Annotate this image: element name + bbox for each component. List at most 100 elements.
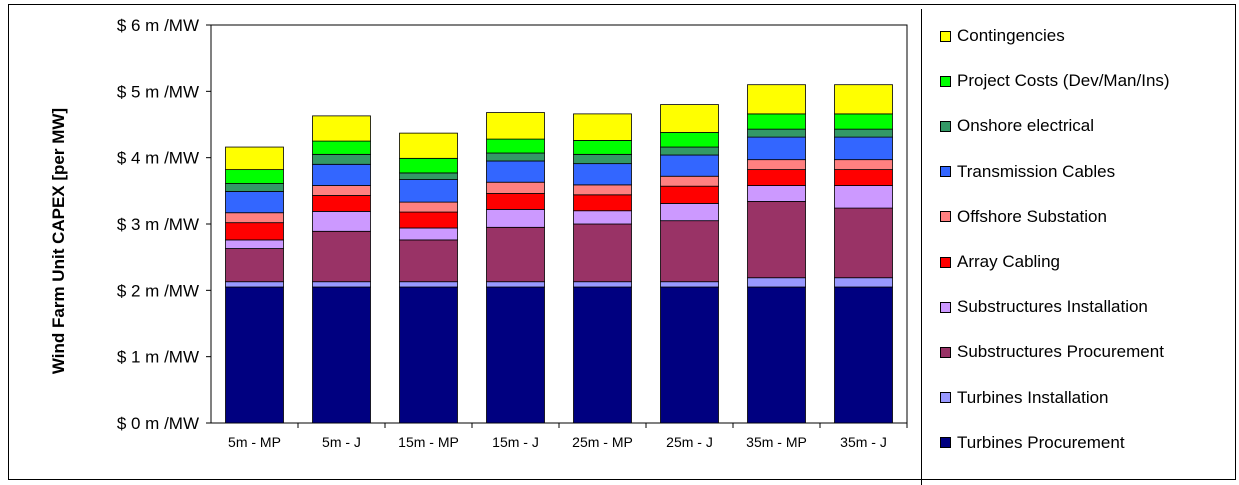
bar-segment [486, 226, 545, 283]
bar-segment [225, 212, 284, 224]
legend-item: Contingencies [940, 26, 1065, 46]
bar-segment [399, 172, 458, 180]
legend: Contingencies Project Costs (Dev/Man/Ins)… [921, 9, 1239, 485]
legend-swatch [940, 75, 951, 87]
bar-segment [573, 113, 632, 141]
legend-label: Turbines Procurement [957, 432, 1125, 452]
legend-item: Substructures Procurement [940, 342, 1164, 362]
chart-plot: $ 0 m /MW $ 1 m /MW $ 2 m /MW $ 3 m /MW $ 4 … [117, 16, 908, 450]
bar-segment [486, 112, 545, 140]
bar-segment [660, 175, 719, 187]
legend-swatch [940, 30, 951, 42]
bar-segment [225, 239, 284, 249]
legend-swatch [940, 166, 951, 178]
bar-segment [573, 140, 632, 155]
bar-segment [399, 157, 458, 174]
chart-frame: $ 0 m /MW $ 1 m /MW $ 2 m /MW $ 3 m /MW $ 4 … [8, 4, 1236, 485]
bar-segment [486, 152, 545, 162]
legend-label: Contingencies [957, 26, 1065, 45]
legend-label: Offshore Substation [957, 206, 1107, 226]
bar-segment [573, 210, 632, 225]
legend-label: Substructures Installation [957, 297, 1148, 317]
bar-segment [660, 154, 719, 177]
bar-segment [225, 183, 284, 192]
legend-item: Project Costs (Dev/Man/Ins) [940, 71, 1170, 91]
bar-segment [312, 286, 371, 424]
bar-segment [312, 140, 371, 155]
legend-item: Onshore electrical [940, 116, 1094, 136]
y-tick-label: $ 0 m /MW [117, 414, 199, 433]
x-tick-label: 25m - MP [572, 434, 633, 450]
bar-segment [486, 160, 545, 183]
y-tick-label: $ 5 m /MW [117, 82, 199, 101]
bar-segment [225, 286, 284, 424]
bar-segment [747, 84, 806, 115]
bar-segment [660, 281, 719, 288]
bar-segment [573, 281, 632, 288]
bar-segment [399, 286, 458, 424]
y-tick-label: $ 2 m /MW [117, 281, 199, 300]
bar-segment [486, 138, 545, 154]
bar-segment [834, 277, 893, 288]
legend-swatch [940, 256, 951, 268]
legend-item: Transmission Cables [940, 162, 1115, 182]
bar-segment [225, 281, 284, 288]
legend-item: Offshore Substation [940, 207, 1107, 227]
legend-label: Onshore electrical [957, 116, 1095, 136]
bar-segment [573, 223, 632, 283]
legend-item: Substructures Installation [940, 297, 1148, 317]
bar-segment [312, 185, 371, 196]
x-tick-label: 25m - J [666, 434, 713, 450]
bar-segment [225, 169, 284, 184]
bar-segment [747, 113, 806, 130]
bar-segment [834, 128, 893, 138]
bar-segment [486, 209, 545, 228]
bar-segment [834, 84, 893, 115]
bar-segment [660, 220, 719, 283]
x-tick-label: 15m - J [492, 434, 539, 450]
bar-segment [660, 132, 719, 148]
bar-segment [225, 146, 284, 171]
bar-segment [225, 248, 284, 283]
y-tick-label: $ 4 m /MW [117, 149, 199, 168]
bar-segment [399, 179, 458, 203]
bar-segment [573, 194, 632, 212]
bar-segment [660, 286, 719, 424]
x-tick-label: 5m - J [322, 434, 361, 450]
bar-segment [660, 203, 719, 222]
bar-segment [486, 286, 545, 424]
x-tick-label: 15m - MP [398, 434, 459, 450]
bar-segment [573, 286, 632, 424]
legend-swatch [940, 437, 951, 449]
legend-swatch [940, 301, 951, 313]
bar-segment [747, 128, 806, 138]
bar-segment [312, 163, 371, 186]
legend-swatch [940, 211, 951, 223]
bar-segment [399, 211, 458, 229]
bar-segment [573, 163, 632, 186]
bar-segment [747, 169, 806, 186]
bar-segment [225, 191, 284, 214]
bar-segment [834, 185, 893, 209]
bar-segment [312, 281, 371, 288]
bar-segment [312, 115, 371, 142]
bar-segment [399, 239, 458, 283]
bar-segment [573, 184, 632, 196]
bar-segment [747, 185, 806, 202]
bar-segment [747, 286, 806, 424]
legend-item: Turbines Procurement [940, 433, 1125, 453]
legend-label: Array Cabling [957, 252, 1060, 271]
bar-segment [834, 159, 893, 171]
y-tick-label: $ 3 m /MW [117, 215, 199, 234]
bar-segment [399, 281, 458, 288]
legend-label: Project Costs (Dev/Man/Ins) [957, 71, 1170, 91]
y-axis-title: Wind Farm Unit CAPEX [per MW] [49, 107, 68, 375]
bar-segment [312, 230, 371, 283]
x-tick-label: 35m - J [840, 434, 887, 450]
bar-segment [399, 132, 458, 159]
bar-segment [834, 136, 893, 161]
legend-item: Turbines Installation [940, 388, 1109, 408]
x-tick-label: 5m - MP [228, 434, 281, 450]
bar-segment [660, 146, 719, 156]
bar-segment [312, 210, 371, 232]
